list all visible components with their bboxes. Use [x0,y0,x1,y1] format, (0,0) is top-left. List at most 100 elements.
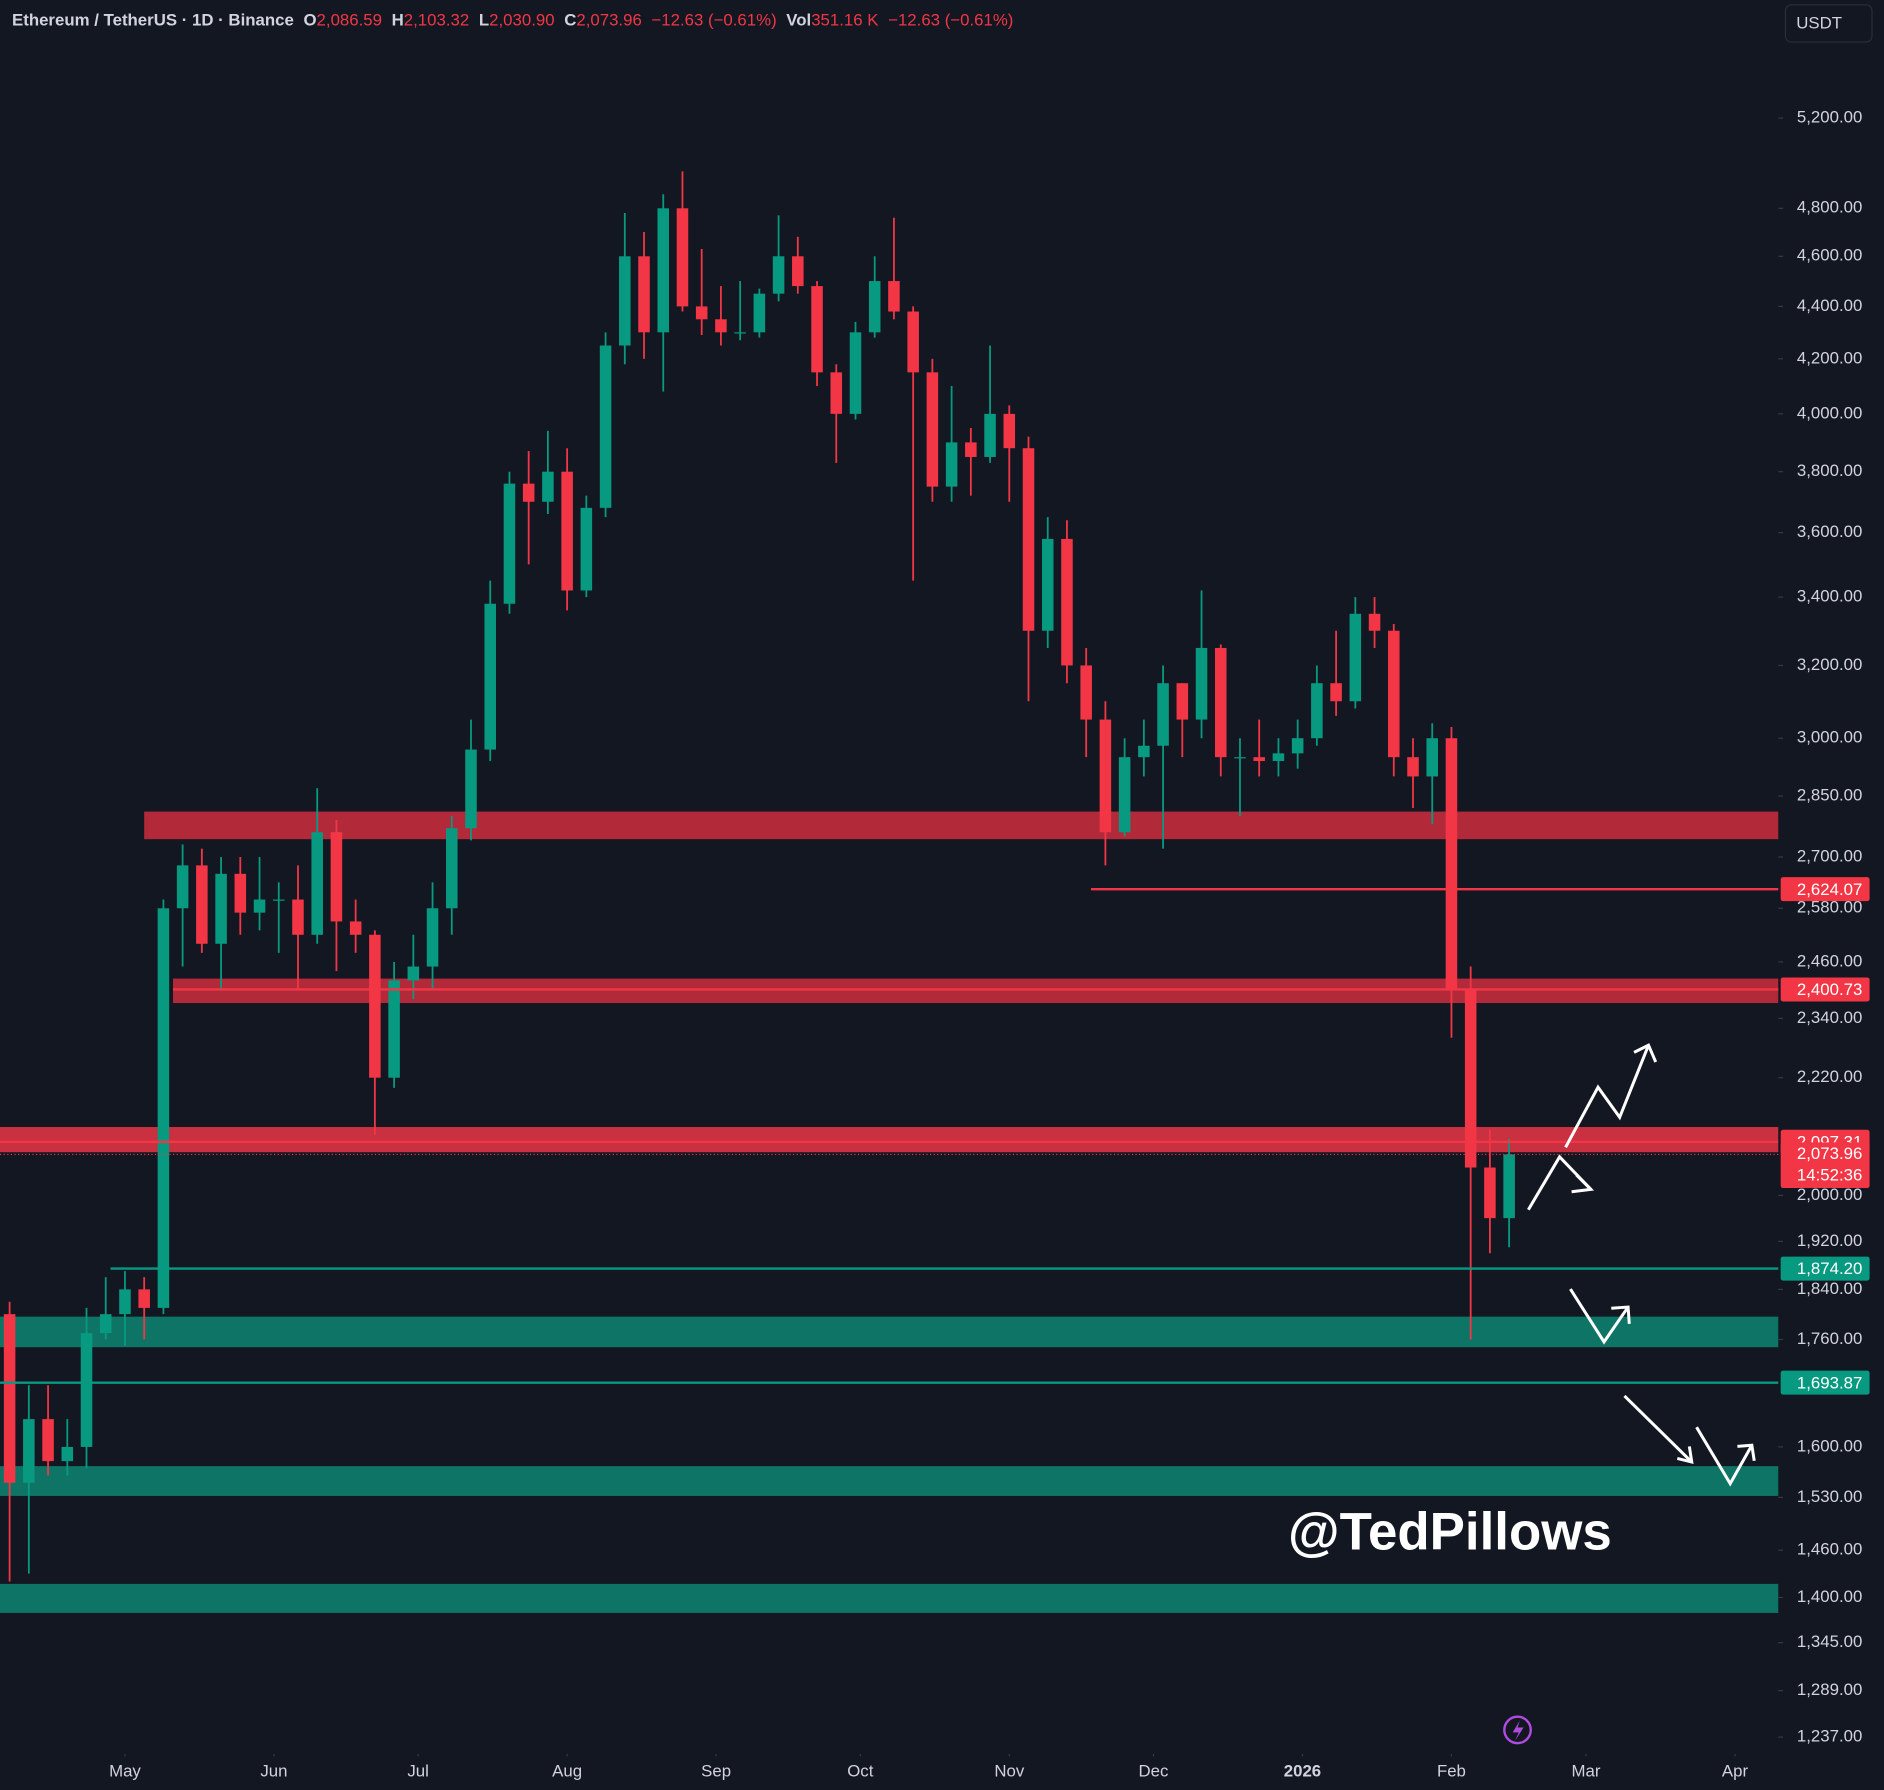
candle-body [888,281,900,312]
volume-key: Vol [786,11,811,30]
arrow [1564,1044,1650,1148]
candle-body [926,372,939,487]
price-tag [1780,977,1870,1002]
y-tick-label: 3,200.00 [1797,655,1862,674]
y-tick-label: 1,840.00 [1797,1279,1862,1298]
lightning-icon[interactable] [1503,1715,1532,1745]
candle-body [830,372,843,414]
candle-body [676,208,689,307]
ohlc-key: O [303,11,316,30]
y-tick-label: 1,460.00 [1797,1540,1862,1559]
candle-body [61,1446,74,1462]
volume-value: 351.16 K [811,11,879,30]
y-tick-label: 3,400.00 [1797,587,1862,606]
zones [0,811,1779,1613]
candle-body [1368,613,1381,631]
candle-body [1022,448,1035,631]
currency-button[interactable] [1784,4,1873,43]
candle-body [99,1314,112,1334]
candle-body [272,899,285,901]
ohlc-key: C [564,11,576,30]
candle-body [522,483,535,502]
ohlc-key: L [479,11,489,30]
y-tick-label: 4,400.00 [1797,296,1862,315]
candle-body [1272,753,1285,761]
ohlc-value: 2,073.96 [576,11,641,30]
x-tick-label: Oct [847,1761,873,1780]
y-tick-label: 2,000.00 [1797,1185,1862,1204]
y-tick-label: 1,237.00 [1797,1726,1862,1745]
y-tick-label: 4,600.00 [1797,246,1862,265]
watermark: @TedPillows [1288,1502,1612,1561]
candle-body [1445,738,1458,990]
symbol-title: Ethereum / TetherUS · 1D · Binance [12,11,294,30]
price-tag-label: 2,400.73 [1797,980,1862,999]
candle-body [3,1314,16,1483]
candle-body [1426,738,1438,777]
candle-body [734,332,746,334]
candle-body [1157,683,1169,746]
x-tick-label: Jul [407,1761,429,1780]
candle-body [503,483,516,604]
candle-body [984,413,996,457]
change: −12.63 (−0.61%) [651,11,776,30]
candle-body [542,471,554,502]
candle-body [292,899,304,935]
candle-body [580,507,593,591]
candle-body [868,281,881,333]
candle-body [369,934,381,1078]
volume-change: −12.63 (−0.61%) [888,11,1013,30]
candle-body [965,442,977,457]
candle-body [311,832,323,935]
candle-body [811,286,823,373]
price-tag [1780,877,1870,902]
candle-body [388,980,400,1078]
y-tick-label: 4,000.00 [1797,403,1862,422]
candle-body [119,1289,131,1315]
candle-body [1234,757,1246,759]
y-tick-label: 3,000.00 [1797,728,1862,747]
ohlc-value: 2,103.32 [404,11,469,30]
candle-body [1291,738,1304,754]
candle-body [215,873,227,944]
zone [0,1466,1779,1496]
candle-body [330,832,343,922]
candle-body [1503,1154,1515,1219]
y-tick-label: 1,400.00 [1797,1587,1862,1606]
ohlc-key: H [392,11,404,30]
candle-body [715,319,727,333]
candle-body [772,256,785,294]
price-tag [1780,1370,1870,1395]
arrowhead [1571,1173,1595,1194]
candle-body [907,311,919,373]
candle-body [349,921,362,935]
x-tick-label: Feb [1437,1761,1466,1780]
x-tick-label: May [109,1761,141,1780]
candle-body [1253,757,1265,761]
candle-body [1330,683,1342,702]
candle-body [657,208,670,333]
x-tick-label: Dec [1139,1761,1169,1780]
candle-body [753,293,766,333]
x-tick-label: Apr [1722,1761,1749,1780]
candle-body [176,865,189,909]
last-price-label: 2,073.96 [1797,1144,1862,1163]
candle-body [234,873,247,913]
y-tick-label: 4,200.00 [1797,348,1862,367]
y-tick-label: 1,760.00 [1797,1329,1862,1348]
candle-body [157,908,170,1308]
candle-body [446,828,458,909]
candle-body [465,749,477,829]
countdown: 14:52:36 [1797,1165,1862,1184]
candle-body [1138,745,1150,758]
arrowhead [1737,1443,1756,1462]
y-tick-label: 2,340.00 [1797,1008,1862,1027]
arrowhead [1676,1446,1694,1465]
candle-body [1003,413,1016,449]
price-tag [1780,1256,1870,1281]
x-tick-label: Aug [552,1761,582,1780]
y-tick-label: 2,700.00 [1797,846,1862,865]
candle-body [1407,757,1419,777]
y-tick-label: 2,580.00 [1797,898,1862,917]
